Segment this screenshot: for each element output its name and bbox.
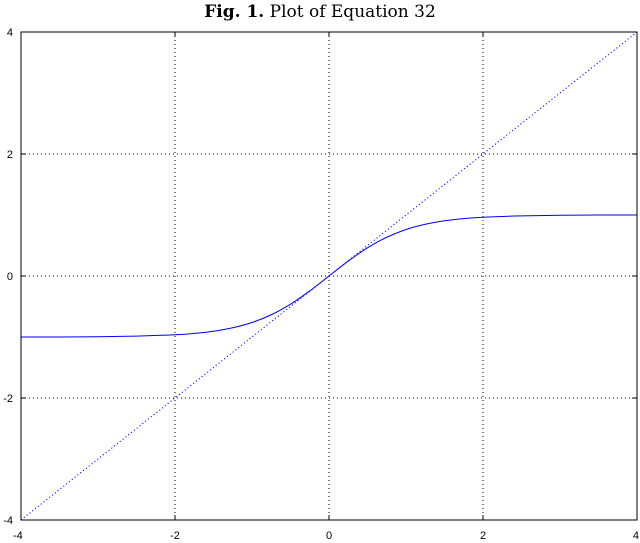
figure-label: Fig. 1. [204, 2, 265, 22]
identity-line-series [20, 31, 638, 521]
series-group [20, 31, 638, 521]
figure-caption: Plot of Equation 32 [269, 2, 436, 22]
y-tick-label: -4 [3, 515, 13, 527]
x-tick-label: 4 [633, 530, 639, 542]
x-tick-label: -4 [13, 530, 23, 542]
chart-title: Fig. 1. Plot of Equation 32 [0, 1, 640, 23]
y-tick-label: 0 [7, 271, 13, 283]
x-tick-label: 0 [326, 530, 332, 542]
x-tick-labels: -4 -2 0 2 4 [13, 530, 639, 542]
y-tick-label: 2 [7, 149, 13, 161]
tick-marks [20, 31, 638, 521]
y-tick-label: 4 [7, 27, 13, 39]
x-tick-label: -2 [170, 530, 180, 542]
y-tick-label: -2 [3, 393, 13, 405]
y-tick-labels: -4 -2 0 2 4 [3, 27, 13, 527]
x-tick-label: 2 [480, 530, 486, 542]
